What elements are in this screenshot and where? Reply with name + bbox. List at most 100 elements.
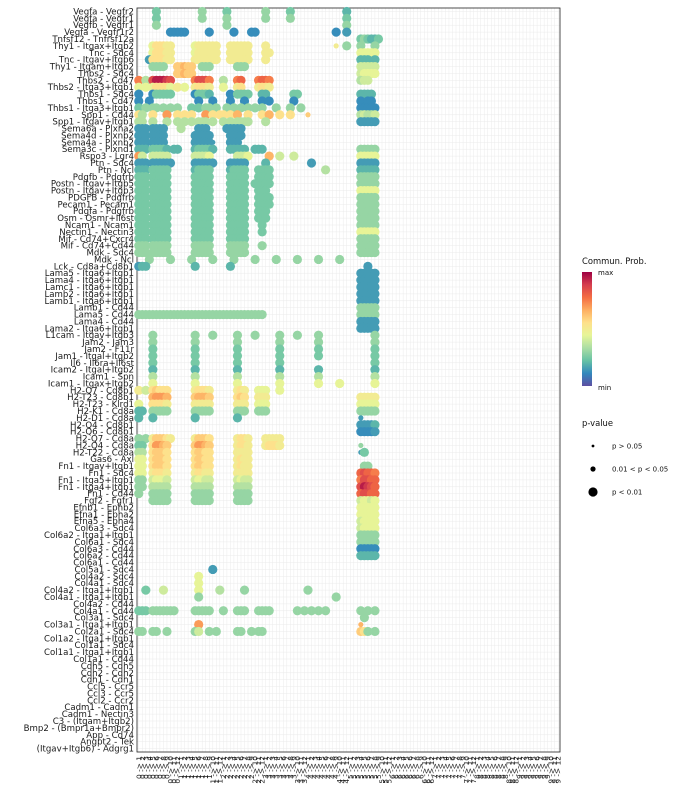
y-tick-label: Ccl2 - Ccr2 — [87, 696, 134, 706]
data-point — [370, 420, 380, 430]
data-point — [137, 151, 147, 161]
x-tick-label: 8 -> 9 — [501, 756, 510, 779]
data-point — [370, 220, 380, 230]
data-point — [165, 158, 176, 168]
data-point — [144, 254, 154, 265]
data-point — [137, 454, 147, 464]
data-point — [239, 192, 250, 203]
x-tick-label: 5 -> 4 — [356, 756, 365, 779]
data-point — [313, 606, 324, 616]
data-point — [239, 392, 250, 402]
data-point — [141, 261, 151, 271]
data-point — [208, 330, 218, 340]
data-point — [141, 227, 151, 237]
data-point — [370, 475, 380, 485]
x-tick-label: 0 -> 11 — [170, 756, 179, 784]
y-tick-label: Fgf2 - Fgfr1 — [84, 497, 134, 507]
data-point — [148, 351, 158, 361]
y-tick-label: Mdk - Sdc4 — [86, 249, 134, 259]
data-point — [165, 82, 176, 92]
data-point — [370, 378, 380, 389]
data-point — [148, 337, 158, 347]
data-point — [134, 82, 144, 92]
size-legend-label: p < 0.01 — [612, 489, 642, 497]
data-point — [187, 110, 197, 120]
data-point — [370, 241, 380, 251]
x-tick-label: 6 -> 7 — [409, 756, 418, 779]
data-point — [162, 206, 172, 216]
data-point — [162, 110, 172, 120]
x-tick-label: 4 -> 5 — [318, 756, 327, 779]
x-tick-label: 1 -> 5 — [191, 756, 200, 779]
y-tick-label: Thbs1 - Cd47 — [76, 97, 134, 107]
data-point — [137, 475, 147, 485]
data-point — [141, 144, 151, 154]
y-tick-label: Postn - Itgav+Itgb3 — [51, 187, 134, 197]
data-point — [370, 309, 380, 320]
data-point — [141, 158, 151, 168]
data-point — [151, 13, 161, 23]
data-point — [292, 254, 302, 265]
data-point — [165, 55, 176, 65]
x-tick-label: 8 -> 10 — [504, 756, 513, 784]
data-point — [137, 461, 147, 471]
y-tick-label: Lamb1 - Itga6+Itgb1 — [45, 297, 135, 307]
x-tick-label: 4 -> 8 — [328, 756, 337, 779]
data-point — [225, 117, 236, 127]
data-point — [141, 185, 151, 196]
data-point — [158, 585, 169, 595]
data-point — [201, 110, 211, 120]
x-tick-label: 2 -> 11 — [254, 756, 263, 784]
data-point — [208, 254, 218, 265]
data-point — [232, 365, 243, 375]
data-point — [250, 254, 260, 265]
data-point — [264, 110, 274, 120]
data-point — [211, 48, 221, 58]
x-tick-label: 7 -> 9 — [459, 756, 468, 779]
data-point — [141, 385, 151, 395]
data-point — [303, 585, 313, 595]
x-tick-label: 9 -> 6 — [533, 756, 542, 779]
data-point — [331, 27, 341, 37]
data-point — [370, 489, 380, 499]
x-tick-label: 9 -> 7 — [536, 756, 545, 779]
data-point — [208, 564, 218, 575]
data-point — [306, 158, 317, 168]
data-point — [239, 185, 250, 196]
x-tick-label: 5 -> 11 — [381, 756, 390, 784]
data-point — [204, 489, 214, 499]
data-point — [222, 103, 232, 113]
data-point — [179, 27, 190, 37]
color-legend-max-label: max — [598, 269, 613, 277]
data-point — [204, 433, 214, 444]
data-point — [292, 606, 302, 616]
y-tick-label: Efna1 - Epha2 — [74, 510, 134, 520]
data-point — [137, 440, 147, 451]
x-tick-label: 2 -> 2 — [222, 756, 231, 779]
data-point — [134, 96, 144, 106]
data-point — [370, 110, 380, 120]
x-tick-label: 6 -> 4 — [399, 756, 408, 779]
data-point — [370, 330, 380, 340]
data-point — [204, 234, 214, 244]
data-point — [292, 89, 302, 99]
data-point — [370, 371, 380, 382]
data-point — [162, 151, 172, 161]
x-tick-label: 6 -> 11 — [423, 756, 432, 784]
data-point — [190, 337, 200, 347]
data-point — [201, 117, 211, 127]
data-point — [313, 344, 324, 354]
y-tick-label: Vegfa - Vegfr2 — [73, 7, 134, 17]
x-tick-label: 8 -> 1 — [473, 756, 482, 779]
y-tick-label: Col6a2 - Cd44 — [73, 552, 134, 562]
data-point — [236, 103, 246, 113]
data-point — [162, 185, 172, 196]
size-legend-title: p-value — [582, 418, 613, 428]
data-point — [264, 172, 274, 182]
data-point — [370, 151, 380, 161]
data-point — [194, 571, 204, 581]
data-point — [210, 139, 216, 145]
y-tick-label: H2-Q4 - Cd8a — [76, 441, 134, 451]
data-point — [211, 55, 221, 65]
x-tick-label: 4 -> 6 — [321, 756, 330, 779]
